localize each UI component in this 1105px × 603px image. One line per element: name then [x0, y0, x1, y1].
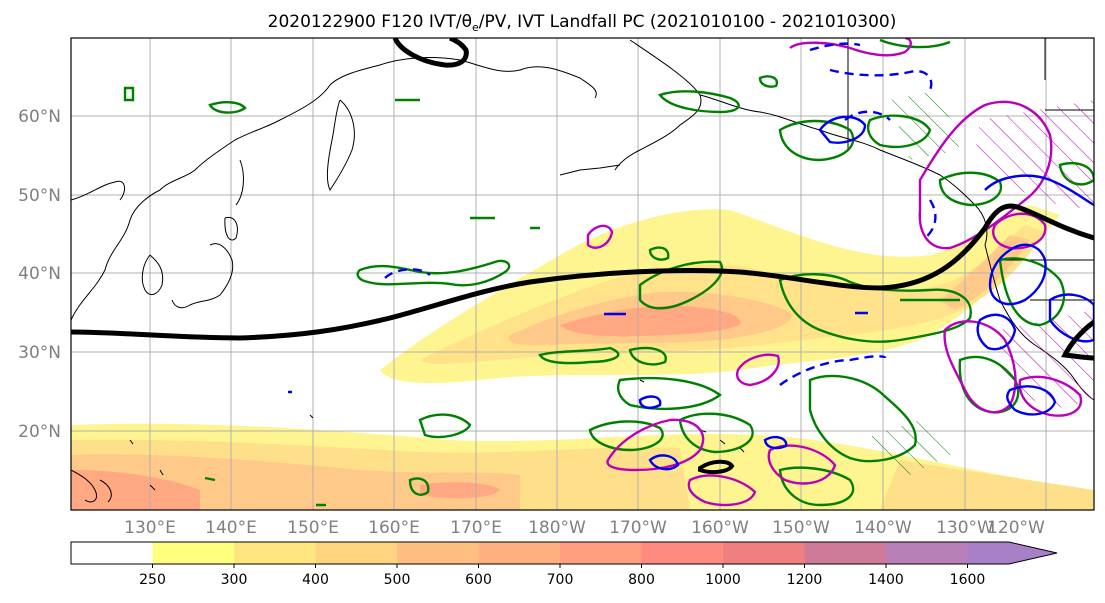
colorbar-tick-label: 1600 — [950, 572, 986, 588]
colorbar-outline — [70, 541, 1058, 565]
colorbar-tick-label: 800 — [628, 572, 655, 588]
colorbar-tick-label: 400 — [302, 572, 329, 588]
colorbar-segment — [315, 542, 398, 564]
colorbar-tick-label: 600 — [465, 572, 492, 588]
colorbar-tick-label: 1400 — [868, 572, 904, 588]
colorbar-segment — [641, 542, 724, 564]
lat-label-30n: 30°N — [18, 343, 61, 363]
lat-label-60n: 60°N — [18, 107, 61, 127]
lon-label-140e: 140°E — [205, 518, 257, 538]
lat-label-50n: 50°N — [18, 186, 61, 206]
lat-label-20n: 20°N — [18, 422, 61, 442]
colorbar-segment — [804, 542, 887, 564]
colorbar-segment — [886, 542, 968, 564]
colorbar-tick-label: 1000 — [705, 572, 741, 588]
colorbar-segment — [234, 542, 316, 564]
colorbar-tick-label: 250 — [139, 572, 166, 588]
lon-label-180w: 180°W — [528, 518, 586, 538]
colorbar-tick-label: 700 — [547, 572, 574, 588]
lon-label-170e: 170°E — [450, 518, 502, 538]
colorbar-segment — [967, 542, 1057, 564]
longitude-labels: 130°E 140°E 150°E 160°E 170°E 180°W 170°… — [124, 518, 1045, 538]
lon-label-130e: 130°E — [124, 518, 176, 538]
lon-label-140w: 140°W — [854, 518, 912, 538]
ivt-black-contour — [71, 38, 1094, 475]
lon-label-160w: 160°W — [691, 518, 749, 538]
lat-label-40n: 40°N — [18, 264, 61, 284]
theta-e-contours — [123, 38, 1094, 507]
lon-label-150e: 150°E — [287, 518, 339, 538]
colorbar-tick-label: 300 — [221, 572, 248, 588]
lon-label-150w: 150°W — [772, 518, 830, 538]
map-frame — [70, 37, 1095, 511]
pv-negative-contours — [288, 42, 1094, 471]
lon-label-130w: 130°W — [936, 518, 994, 538]
colorbar: 250 300 400 500 600 700 800 1000 1200 1400 1600 — [70, 541, 1058, 588]
colorbar-tick-label: 1200 — [787, 572, 823, 588]
map-panel — [71, 38, 1094, 510]
figure-title: 2020122900 F120 IVT/θe/PV, IVT Landfall … — [268, 12, 897, 34]
colorbar-tick-label: 500 — [384, 572, 411, 588]
colorbar-segment — [71, 542, 153, 564]
colorbar-segment — [152, 542, 235, 564]
colorbar-segment — [397, 542, 479, 564]
latitude-labels: 60°N 50°N 40°N 30°N 20°N — [18, 107, 61, 442]
colorbar-segment — [478, 542, 561, 564]
lon-label-160e: 160°E — [368, 518, 420, 538]
colorbar-segment — [560, 542, 642, 564]
lon-label-120w: 120°W — [987, 518, 1045, 538]
colorbar-segment — [723, 542, 805, 564]
lon-label-170w: 170°W — [609, 518, 667, 538]
